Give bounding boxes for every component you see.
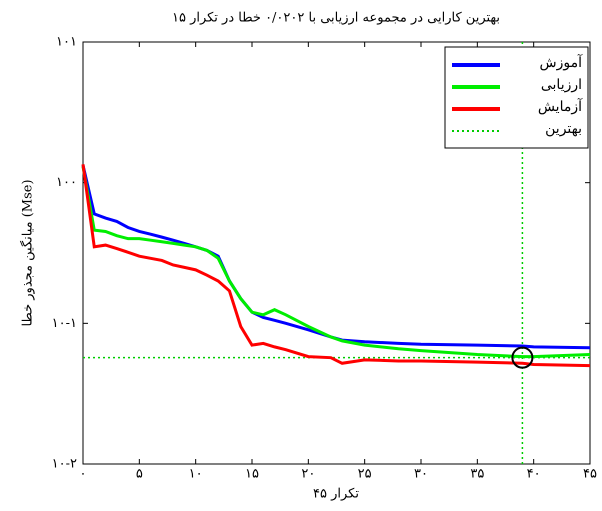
y-tick-label: ۱۰-۲ [52, 457, 77, 472]
x-tick-label: ۲۵ [358, 467, 372, 482]
x-tick-label: ۱۵ [245, 467, 259, 482]
best-point [511, 346, 534, 369]
x-tick-label: ۵ [136, 467, 143, 482]
x-axis-label: ۴۵ تکرار [313, 487, 359, 502]
legend: آموزش ارزیابی آزمایش بهترین [444, 46, 589, 149]
series-line [81, 164, 591, 368]
legend-label: ارزیابی [541, 77, 582, 93]
y-tick-label: ۱۰۰ [56, 175, 77, 190]
y-axis-label: میانگین مجذور خطا (Mse) [20, 179, 36, 326]
series-line [81, 166, 591, 359]
x-tick-label: ۰ [80, 467, 87, 482]
legend-label: آموزش [540, 53, 584, 71]
x-tick-label: ۴۵ [583, 467, 597, 482]
y-tick-label: ۱۰-۱ [52, 316, 77, 331]
x-tick-label: ۲۰ [301, 467, 315, 482]
x-tick-label: ۴۰ [527, 467, 541, 482]
legend-label: بهترین [545, 121, 582, 137]
x-tick-label: ۳۵ [470, 467, 484, 482]
y-tick-label: ۱۰۱ [56, 35, 77, 50]
legend-label: آزمایش [538, 97, 583, 115]
x-tick-label: ۳۰ [414, 467, 428, 482]
chart-title: بهترین کارایی در مجموعه ارزیابی با ۰/۰۲۰… [172, 11, 500, 26]
x-tick-label: ۱۰ [189, 467, 203, 482]
